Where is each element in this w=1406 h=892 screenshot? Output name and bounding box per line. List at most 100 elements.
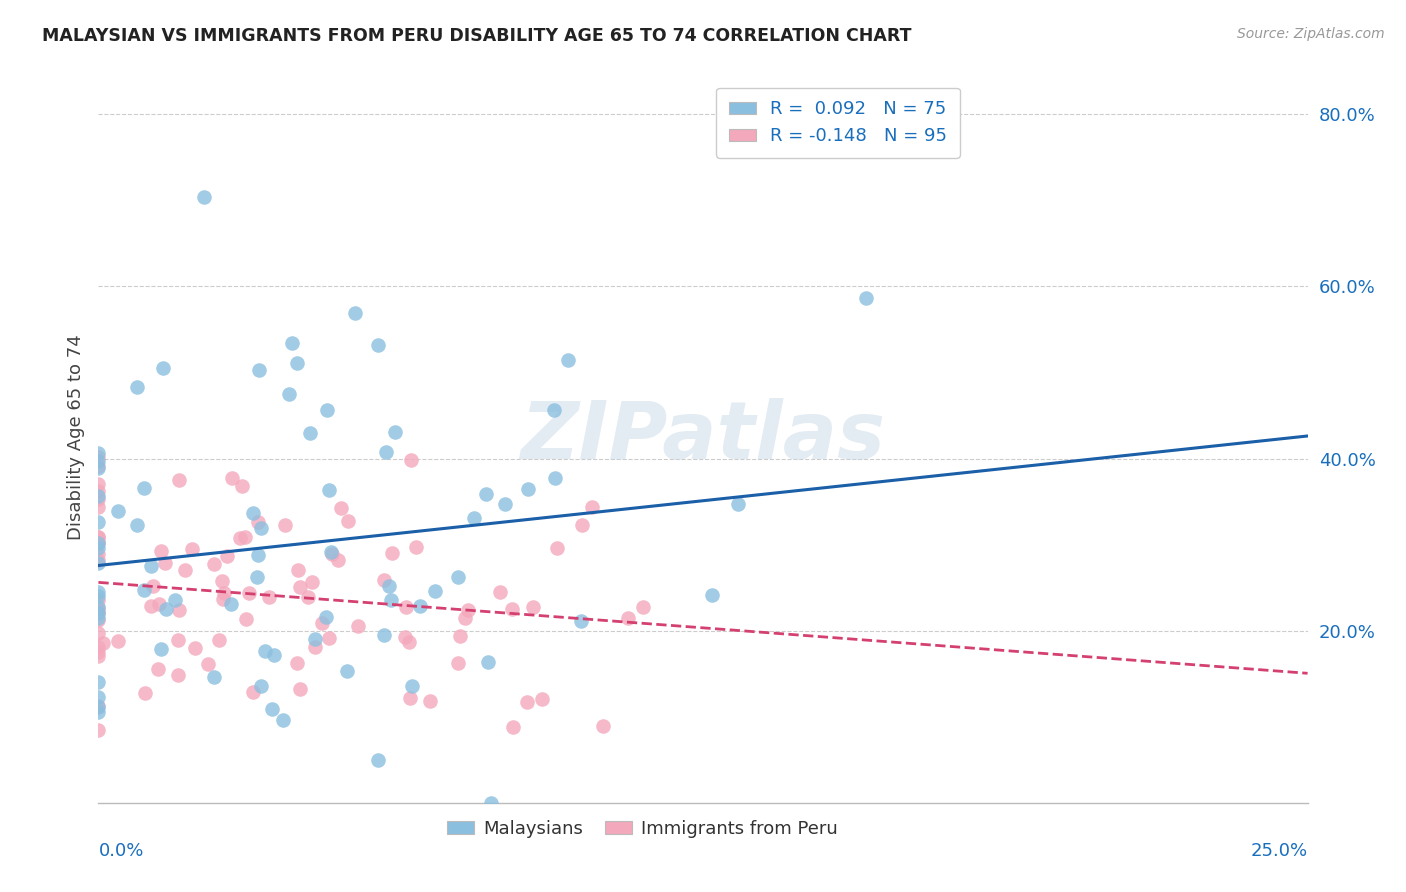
Point <box>398 635 420 649</box>
Point <box>233 530 256 544</box>
Point <box>167 668 190 682</box>
Point <box>202 558 225 572</box>
Point <box>285 356 308 370</box>
Point <box>181 542 204 557</box>
Point <box>87 593 110 607</box>
Point <box>399 453 422 467</box>
Point <box>87 535 110 549</box>
Point <box>557 353 579 368</box>
Point <box>855 292 877 306</box>
Point <box>87 611 110 625</box>
Point <box>447 656 470 670</box>
Point <box>87 446 110 460</box>
Point <box>290 682 312 697</box>
Point <box>167 632 190 647</box>
Point <box>87 541 110 556</box>
Point <box>87 530 110 544</box>
Point <box>87 476 110 491</box>
Point <box>91 636 114 650</box>
Point <box>531 691 554 706</box>
Point <box>202 670 225 684</box>
Point <box>297 591 319 605</box>
Point <box>134 686 156 700</box>
Point <box>394 630 416 644</box>
Point <box>87 601 110 615</box>
Point <box>127 380 149 394</box>
Point <box>571 518 593 533</box>
Point <box>134 482 156 496</box>
Point <box>249 679 271 693</box>
Point <box>150 544 173 558</box>
Point <box>449 629 471 643</box>
Point <box>87 640 110 655</box>
Y-axis label: Disability Age 65 to 74: Disability Age 65 to 74 <box>66 334 84 540</box>
Point <box>146 662 169 676</box>
Point <box>87 705 110 719</box>
Point <box>304 640 326 655</box>
Point <box>87 458 110 473</box>
Point <box>142 579 165 593</box>
Point <box>87 606 110 620</box>
Point <box>211 574 233 588</box>
Point <box>87 699 110 714</box>
Point <box>409 599 432 614</box>
Point <box>87 589 110 603</box>
Point <box>375 445 398 459</box>
Point <box>516 695 538 709</box>
Point <box>173 563 195 577</box>
Point <box>87 553 110 567</box>
Point <box>197 657 219 671</box>
Point <box>700 588 723 602</box>
Point <box>219 597 242 611</box>
Point <box>301 574 323 589</box>
Point <box>148 598 170 612</box>
Point <box>87 450 110 465</box>
Point <box>401 679 423 693</box>
Point <box>311 615 333 630</box>
Point <box>343 306 366 320</box>
Point <box>125 518 148 533</box>
Legend: Malaysians, Immigrants from Peru: Malaysians, Immigrants from Peru <box>440 813 845 845</box>
Point <box>87 723 110 737</box>
Point <box>163 593 186 607</box>
Point <box>254 644 277 658</box>
Point <box>87 536 110 550</box>
Point <box>419 694 441 708</box>
Point <box>463 511 485 525</box>
Point <box>543 403 565 417</box>
Point <box>212 591 235 606</box>
Point <box>87 515 110 529</box>
Point <box>257 590 280 604</box>
Point <box>321 547 343 561</box>
Point <box>149 642 172 657</box>
Point <box>395 600 418 615</box>
Point <box>457 603 479 617</box>
Point <box>212 586 235 600</box>
Point <box>633 599 655 614</box>
Point <box>367 337 389 351</box>
Point <box>246 515 269 529</box>
Point <box>87 604 110 618</box>
Point <box>315 609 337 624</box>
Point <box>318 483 340 498</box>
Point <box>87 613 110 627</box>
Point <box>381 546 404 560</box>
Point <box>217 549 239 563</box>
Point <box>454 611 477 625</box>
Point <box>489 585 512 599</box>
Point <box>87 557 110 571</box>
Point <box>378 579 401 593</box>
Text: 25.0%: 25.0% <box>1250 842 1308 860</box>
Text: Source: ZipAtlas.com: Source: ZipAtlas.com <box>1237 27 1385 41</box>
Point <box>87 600 110 615</box>
Point <box>405 540 427 554</box>
Point <box>328 552 350 566</box>
Point <box>246 570 269 584</box>
Point <box>152 361 174 376</box>
Point <box>193 190 215 204</box>
Point <box>87 490 110 504</box>
Point <box>581 500 603 514</box>
Point <box>231 479 253 493</box>
Point <box>274 517 297 532</box>
Point <box>425 584 447 599</box>
